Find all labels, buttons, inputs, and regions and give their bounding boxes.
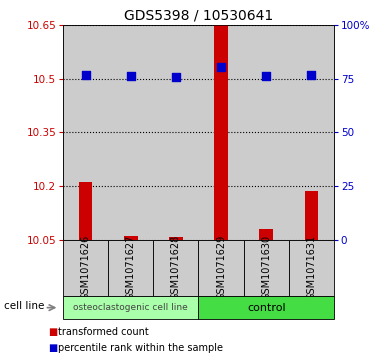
- Point: [83, 72, 89, 78]
- Text: ■: ■: [48, 327, 58, 337]
- Text: GSM1071630: GSM1071630: [261, 235, 271, 300]
- Point: [263, 73, 269, 79]
- Bar: [244, 25, 289, 240]
- Bar: [153, 25, 198, 240]
- Bar: [153, 240, 198, 296]
- Bar: [108, 25, 153, 240]
- Bar: [169, 237, 183, 240]
- Text: GSM1071631: GSM1071631: [306, 235, 316, 300]
- Bar: [259, 229, 273, 240]
- Bar: [289, 240, 334, 296]
- Bar: [289, 25, 334, 240]
- Text: GSM1071626: GSM1071626: [81, 235, 91, 300]
- Text: osteoclastogenic cell line: osteoclastogenic cell line: [73, 303, 188, 312]
- Text: control: control: [247, 303, 286, 313]
- Bar: [79, 183, 92, 240]
- Bar: [63, 25, 108, 240]
- Text: transformed count: transformed count: [58, 327, 148, 337]
- Bar: [305, 191, 318, 240]
- Bar: [63, 240, 108, 296]
- Bar: [244, 240, 289, 296]
- Text: cell line: cell line: [4, 301, 44, 311]
- Bar: [124, 236, 138, 240]
- Bar: [63, 296, 198, 319]
- Text: GSM1071628: GSM1071628: [171, 235, 181, 300]
- Text: ■: ■: [48, 343, 58, 354]
- Bar: [198, 296, 334, 319]
- Bar: [214, 25, 228, 240]
- Title: GDS5398 / 10530641: GDS5398 / 10530641: [124, 9, 273, 23]
- Point: [308, 72, 314, 78]
- Bar: [108, 240, 153, 296]
- Bar: [198, 25, 244, 240]
- Point: [128, 73, 134, 79]
- Text: GSM1071627: GSM1071627: [126, 235, 136, 301]
- Text: GSM1071629: GSM1071629: [216, 235, 226, 300]
- Point: [173, 74, 179, 80]
- Text: percentile rank within the sample: percentile rank within the sample: [58, 343, 223, 354]
- Point: [218, 64, 224, 70]
- Bar: [198, 240, 244, 296]
